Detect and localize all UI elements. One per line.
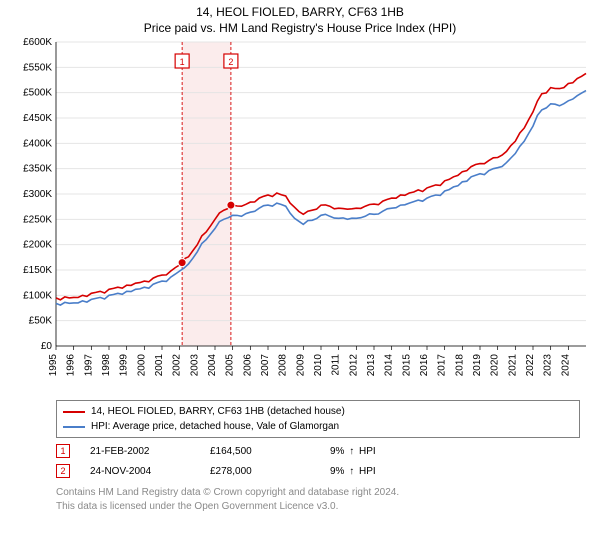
marker-row: 2 24-NOV-2004£278,0009% ↑ HPI <box>56 464 590 478</box>
legend-swatch-b <box>63 426 85 428</box>
svg-text:2011: 2011 <box>331 354 342 376</box>
svg-text:2015: 2015 <box>401 354 412 377</box>
legend-label-a: 14, HEOL FIOLED, BARRY, CF63 1HB (detach… <box>91 404 345 419</box>
svg-text:1995: 1995 <box>48 354 59 377</box>
svg-text:£550K: £550K <box>23 63 52 74</box>
svg-text:£250K: £250K <box>23 215 52 226</box>
marker-badge: 1 <box>56 444 70 458</box>
svg-text:2003: 2003 <box>189 354 200 377</box>
footer: Contains HM Land Registry data © Crown c… <box>56 486 580 513</box>
legend: 14, HEOL FIOLED, BARRY, CF63 1HB (detach… <box>56 400 580 438</box>
svg-text:1996: 1996 <box>66 354 77 377</box>
svg-text:£400K: £400K <box>23 139 52 150</box>
svg-text:1997: 1997 <box>83 354 94 377</box>
svg-text:2024: 2024 <box>560 354 571 377</box>
markers-table: 1 21-FEB-2002£164,5009% ↑ HPI 2 24-NOV-2004… <box>10 444 590 478</box>
svg-text:1999: 1999 <box>119 354 130 377</box>
chart-svg: £0 £50K £100K £150K £200K £250K £300K £350K £400… <box>10 36 590 396</box>
svg-text:2020: 2020 <box>490 354 501 377</box>
legend-row-series-b: HPI: Average price, detached house, Vale… <box>63 419 573 434</box>
svg-text:2023: 2023 <box>543 354 554 377</box>
arrow-up-icon: ↑ <box>349 446 354 457</box>
svg-text:2010: 2010 <box>313 354 324 377</box>
marker-price: £164,500 <box>210 446 330 457</box>
svg-text:£50K: £50K <box>29 316 53 327</box>
svg-text:1: 1 <box>180 57 185 67</box>
marker-badge: 2 <box>56 464 70 478</box>
svg-text:1998: 1998 <box>101 354 112 377</box>
legend-swatch-a <box>63 411 85 413</box>
svg-text:2017: 2017 <box>437 354 448 377</box>
marker-row: 1 21-FEB-2002£164,5009% ↑ HPI <box>56 444 590 458</box>
marker-delta: 9% ↑ HPI <box>330 446 450 457</box>
svg-text:2022: 2022 <box>525 354 536 377</box>
arrow-up-icon: ↑ <box>349 466 354 477</box>
legend-label-b: HPI: Average price, detached house, Vale… <box>91 419 339 434</box>
svg-text:2004: 2004 <box>207 354 218 377</box>
chart-container: 14, HEOL FIOLED, BARRY, CF63 1HB Price p… <box>0 0 600 560</box>
svg-text:£300K: £300K <box>23 189 52 200</box>
chart-plot: £0 £50K £100K £150K £200K £250K £300K £350K £400… <box>10 36 590 396</box>
svg-text:£450K: £450K <box>23 113 52 124</box>
svg-text:2008: 2008 <box>278 354 289 377</box>
title-line1: 14, HEOL FIOLED, BARRY, CF63 1HB <box>10 4 590 20</box>
marker-delta: 9% ↑ HPI <box>330 466 450 477</box>
svg-text:£0: £0 <box>41 341 53 352</box>
title-line2: Price paid vs. HM Land Registry's House … <box>10 20 590 36</box>
svg-text:2001: 2001 <box>154 354 165 377</box>
svg-text:£500K: £500K <box>23 88 52 99</box>
svg-text:2018: 2018 <box>454 354 465 377</box>
svg-text:2013: 2013 <box>366 354 377 377</box>
svg-text:2016: 2016 <box>419 354 430 377</box>
marker-date: 24-NOV-2004 <box>90 466 210 477</box>
svg-text:2005: 2005 <box>225 354 236 377</box>
svg-text:2007: 2007 <box>260 354 271 377</box>
chart-title: 14, HEOL FIOLED, BARRY, CF63 1HB Price p… <box>10 4 590 36</box>
svg-text:2: 2 <box>228 57 233 67</box>
footer-line1: Contains HM Land Registry data © Crown c… <box>56 486 580 500</box>
svg-text:2021: 2021 <box>507 354 518 377</box>
svg-text:£200K: £200K <box>23 240 52 251</box>
footer-line2: This data is licensed under the Open Gov… <box>56 500 580 514</box>
svg-text:£100K: £100K <box>23 291 52 302</box>
svg-text:2019: 2019 <box>472 354 483 377</box>
svg-text:2009: 2009 <box>295 354 306 377</box>
svg-text:2006: 2006 <box>242 354 253 377</box>
svg-text:£350K: £350K <box>23 164 52 175</box>
svg-text:£150K: £150K <box>23 265 52 276</box>
svg-text:2012: 2012 <box>348 354 359 377</box>
svg-text:2000: 2000 <box>136 354 147 377</box>
marker-price: £278,000 <box>210 466 330 477</box>
svg-text:2002: 2002 <box>172 354 183 377</box>
svg-text:£600K: £600K <box>23 37 52 48</box>
svg-text:2014: 2014 <box>384 354 395 377</box>
marker-date: 21-FEB-2002 <box>90 446 210 457</box>
legend-row-series-a: 14, HEOL FIOLED, BARRY, CF63 1HB (detach… <box>63 404 573 419</box>
